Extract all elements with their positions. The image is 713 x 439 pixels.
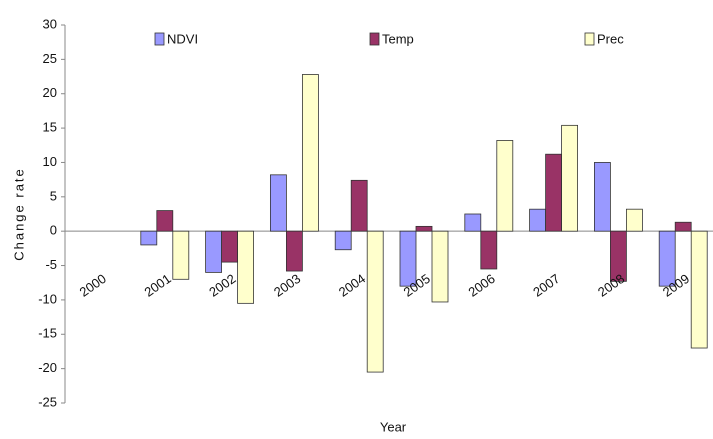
bar xyxy=(626,208,643,232)
y-tick-label: 25 xyxy=(43,51,57,66)
y-axis-label: Change rate xyxy=(11,167,26,261)
bar xyxy=(172,230,190,280)
bar xyxy=(140,230,158,246)
x-tick-label: 2003 xyxy=(271,271,303,300)
bar xyxy=(301,74,319,232)
x-tick-label: 2006 xyxy=(465,271,497,300)
y-tick-label: -15 xyxy=(38,326,57,341)
y-tick-label: -10 xyxy=(38,291,57,306)
x-tick-label: 2001 xyxy=(141,271,173,300)
bar xyxy=(237,230,255,304)
y-tick-label: -20 xyxy=(38,360,57,375)
y-tick-label: 10 xyxy=(43,154,57,169)
bar xyxy=(431,230,449,303)
legend-swatch xyxy=(369,32,380,46)
x-tick-label: 2002 xyxy=(206,271,238,300)
bar xyxy=(496,140,514,232)
bar xyxy=(464,213,482,232)
legend-label: NDVI xyxy=(167,31,198,46)
legend-label: Temp xyxy=(382,31,414,46)
bar xyxy=(205,230,223,273)
bar xyxy=(415,225,433,232)
legend-swatch xyxy=(584,32,595,46)
bar xyxy=(529,208,546,232)
bar xyxy=(156,210,174,232)
bar xyxy=(658,230,676,287)
bar xyxy=(221,230,239,263)
bar xyxy=(334,230,352,251)
bar xyxy=(480,230,498,270)
x-tick-label: 2000 xyxy=(77,271,109,300)
bar xyxy=(561,124,578,232)
y-tick-label: -25 xyxy=(38,394,57,409)
bar xyxy=(594,162,611,232)
y-tick-label: 15 xyxy=(43,120,57,135)
x-axis-label: Year xyxy=(380,419,407,434)
y-tick-label: 30 xyxy=(43,16,57,31)
bar xyxy=(610,230,627,282)
bar xyxy=(690,230,708,349)
y-tick-label: 20 xyxy=(43,85,57,100)
bar xyxy=(674,221,692,232)
x-tick-label: 2004 xyxy=(336,271,368,300)
legend-label: Prec xyxy=(597,31,624,46)
y-tick-label: -5 xyxy=(45,257,57,272)
y-tick-label: 5 xyxy=(50,188,57,203)
bar xyxy=(545,153,562,232)
x-tick-label: 2007 xyxy=(530,271,562,300)
y-tick-label: 0 xyxy=(50,223,57,238)
bar xyxy=(366,230,384,373)
bar xyxy=(269,174,287,232)
bar xyxy=(285,230,303,272)
bar xyxy=(399,230,417,287)
legend-swatch xyxy=(154,32,165,46)
bar xyxy=(350,179,368,232)
